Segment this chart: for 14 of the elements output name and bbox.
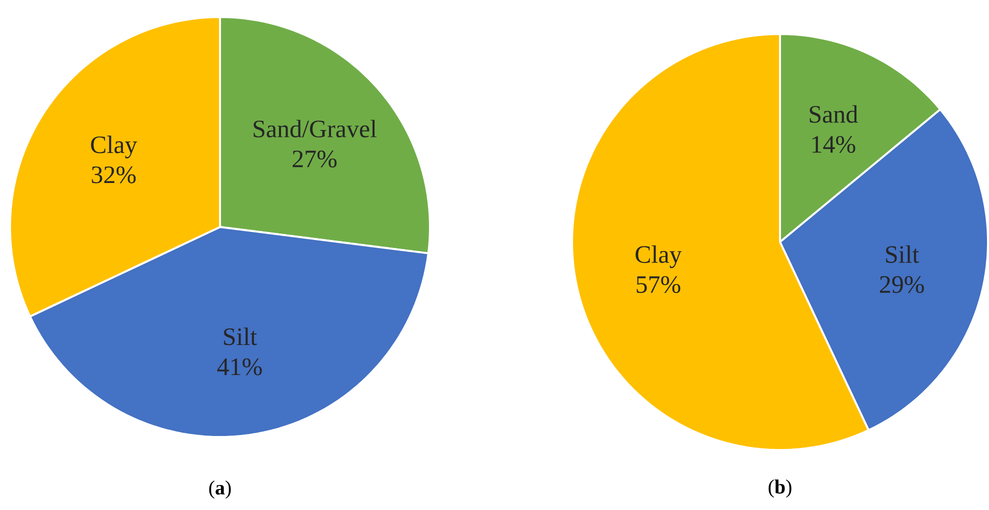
slice-label: Silt xyxy=(886,245,920,263)
slice-label: Sand/Gravel xyxy=(254,120,377,138)
slice-label: Sand xyxy=(810,105,858,123)
data-label: 27% xyxy=(292,150,337,168)
slice-label: Clay xyxy=(636,245,682,268)
data-label: 41% xyxy=(217,358,262,376)
slice-label: Silt xyxy=(224,328,257,346)
data-label: 14% xyxy=(812,136,856,153)
data-label: 57% xyxy=(636,276,680,294)
data-label: 29% xyxy=(880,276,924,294)
data-label: 32% xyxy=(92,166,136,184)
slice-label: Clay xyxy=(91,136,138,158)
text: (a) xyxy=(209,480,231,499)
text: (b) xyxy=(768,480,792,498)
